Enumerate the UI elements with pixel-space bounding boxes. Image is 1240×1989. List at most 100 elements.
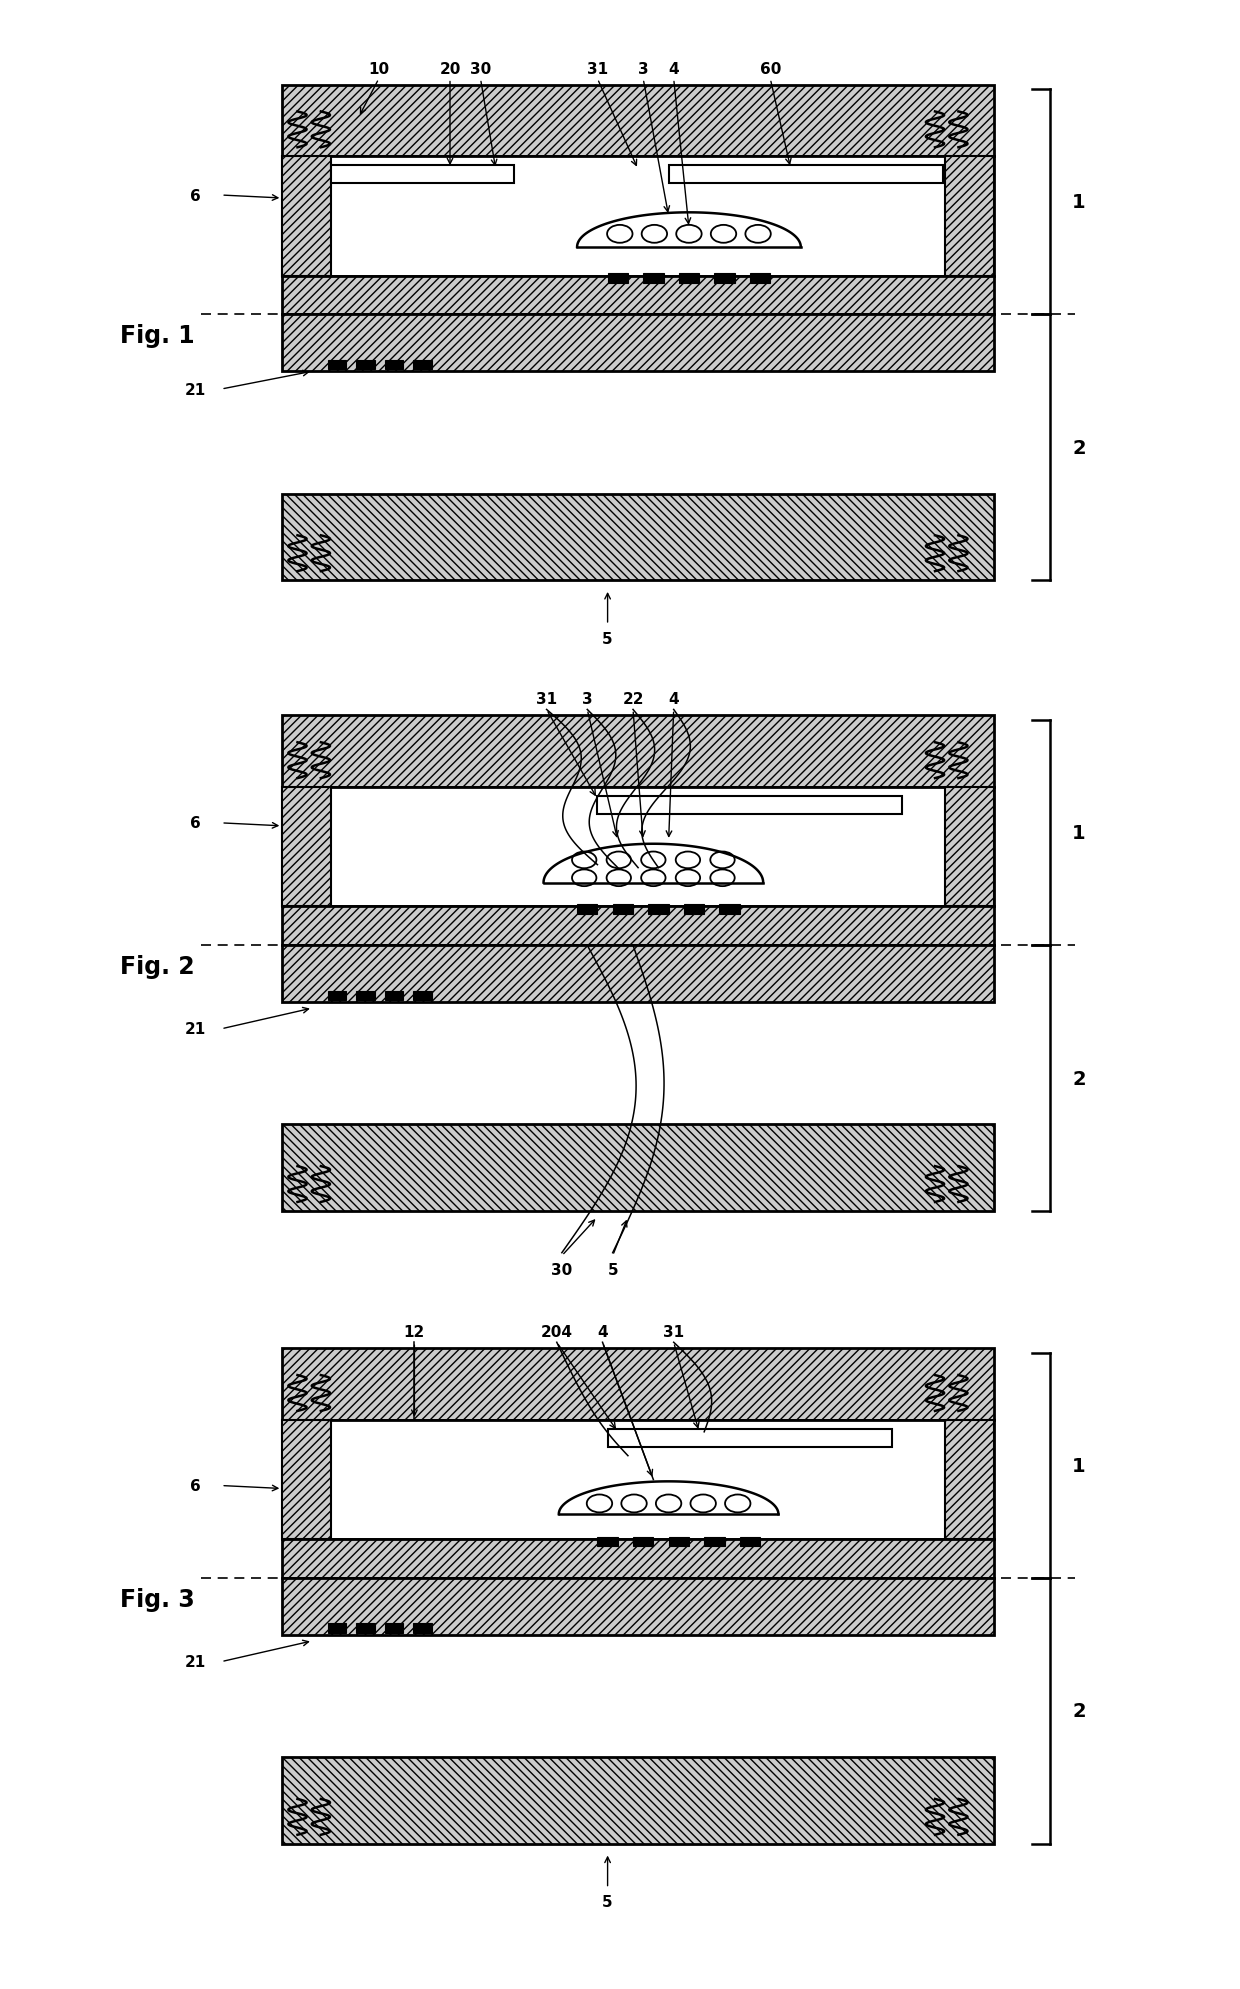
Bar [283,86,994,157]
Ellipse shape [621,1496,647,1512]
Bar [283,157,331,276]
Bar [327,991,346,1000]
Text: 22: 22 [622,692,644,708]
Bar [608,1430,893,1448]
Text: Fig. 1: Fig. 1 [119,324,195,348]
Bar [634,1537,653,1547]
Bar [283,1539,994,1579]
Text: 12: 12 [404,1325,425,1341]
Text: 5: 5 [603,633,613,646]
Bar [945,788,994,907]
Bar [283,788,994,907]
Bar [283,493,994,581]
Bar [283,907,994,947]
Bar [384,1623,403,1633]
Ellipse shape [587,1496,613,1512]
Ellipse shape [711,851,734,869]
Ellipse shape [641,851,666,869]
Bar [384,991,403,1000]
Bar [668,1537,689,1547]
Text: 30: 30 [470,62,491,76]
Bar [413,360,432,370]
Text: 3: 3 [582,692,593,708]
Bar [577,905,598,915]
Bar [283,1349,994,1420]
Bar [413,1623,432,1633]
Text: 31: 31 [536,692,557,708]
Bar [714,274,734,284]
Text: 1: 1 [1073,823,1086,843]
Bar [740,1537,760,1547]
Bar [613,905,634,915]
Bar [283,788,331,907]
Text: 204: 204 [541,1325,573,1341]
Bar [283,1579,994,1635]
Text: 21: 21 [185,1022,206,1036]
Ellipse shape [676,225,702,243]
Text: 60: 60 [760,62,781,76]
Text: 4: 4 [598,1325,608,1341]
Bar [356,991,374,1000]
Text: 20: 20 [439,62,461,76]
Ellipse shape [691,1496,715,1512]
Ellipse shape [641,225,667,243]
Text: 3: 3 [637,62,649,76]
Text: Fig. 2: Fig. 2 [119,955,195,979]
Bar [283,1126,994,1211]
Bar [283,1758,994,1844]
Bar [327,1623,346,1633]
Bar [283,314,994,372]
Ellipse shape [641,869,666,887]
Text: 4: 4 [668,692,680,708]
Bar [750,274,770,284]
Ellipse shape [676,851,701,869]
Text: 2: 2 [1073,1068,1086,1088]
Text: 10: 10 [368,62,389,76]
Text: 6: 6 [191,1478,201,1494]
Text: 1: 1 [1073,193,1086,213]
Ellipse shape [572,869,596,887]
Text: 2: 2 [1073,438,1086,457]
Ellipse shape [676,869,701,887]
Text: 6: 6 [191,189,201,203]
Bar [283,947,994,1002]
Text: 30: 30 [552,1263,573,1277]
Bar [704,1537,724,1547]
Bar [356,360,374,370]
Bar [356,1623,374,1633]
Bar [945,1420,994,1539]
Bar [283,1420,331,1539]
Ellipse shape [656,1496,681,1512]
Bar [283,157,994,276]
Text: 31: 31 [663,1325,684,1341]
Bar [644,274,663,284]
Bar [668,165,944,183]
Text: 5: 5 [608,1263,618,1277]
Bar [598,798,903,815]
Bar [678,274,699,284]
Bar [384,360,403,370]
Ellipse shape [711,869,734,887]
Ellipse shape [606,851,631,869]
Ellipse shape [606,869,631,887]
Text: 5: 5 [603,1894,613,1909]
Text: Fig. 3: Fig. 3 [119,1587,195,1611]
Ellipse shape [745,225,771,243]
Bar [684,905,704,915]
Text: 2: 2 [1073,1701,1086,1720]
Bar [283,1420,994,1539]
Bar [719,905,740,915]
Text: 1: 1 [1073,1456,1086,1476]
Bar [283,276,994,314]
Ellipse shape [725,1496,750,1512]
Bar [598,1537,618,1547]
Ellipse shape [608,225,632,243]
Text: 21: 21 [185,1655,206,1669]
Bar [608,274,627,284]
Ellipse shape [711,225,737,243]
Ellipse shape [572,851,596,869]
Text: 21: 21 [185,382,206,398]
Bar [331,165,515,183]
Text: 4: 4 [668,62,680,76]
Bar [649,905,668,915]
